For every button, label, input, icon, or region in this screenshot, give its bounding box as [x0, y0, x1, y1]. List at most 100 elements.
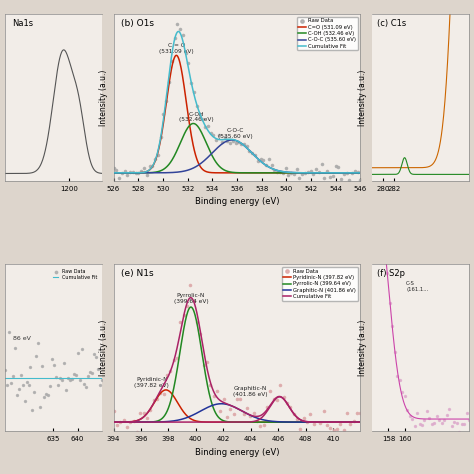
Raw Data	[115, 174, 123, 182]
Point	[443, 411, 451, 419]
C-OH (532.46 eV)	[297, 170, 303, 176]
Raw Data	[323, 421, 331, 428]
Point	[92, 353, 100, 360]
Legend: Raw Data, C=O (531.09 eV), C-OH (532.46 eV), C-O-C (535.60 eV), Cumulative Fit: Raw Data, C=O (531.09 eV), C-OH (532.46 …	[297, 17, 358, 50]
C-OH (532.46 eV)	[190, 121, 196, 127]
C=O (531.09 eV)	[358, 170, 364, 176]
Point	[98, 376, 106, 384]
Point	[431, 419, 438, 427]
Raw Data	[180, 311, 187, 319]
Raw Data	[127, 168, 134, 176]
Raw Data	[212, 136, 220, 144]
Raw Data	[151, 155, 159, 163]
Point	[90, 350, 98, 357]
Text: C-O-C
(535.60 eV): C-O-C (535.60 eV)	[219, 128, 253, 139]
Raw Data	[112, 166, 120, 174]
Raw Data	[127, 418, 134, 426]
Point	[388, 322, 396, 330]
C-OH (532.46 eV)	[155, 169, 160, 174]
Raw Data	[120, 416, 128, 423]
Point	[5, 328, 12, 336]
Pyrrolic-N (399.64 eV)	[358, 419, 364, 425]
C=O (531.09 eV)	[110, 170, 116, 176]
Raw Data	[190, 89, 198, 96]
Cumulative Fit	[110, 419, 116, 425]
Raw Data	[326, 173, 334, 180]
C-O-C (535.60 eV)	[174, 169, 180, 175]
Cumulative Fit	[155, 151, 160, 157]
Raw Data	[270, 395, 277, 402]
Point	[53, 374, 60, 381]
Raw Data	[197, 330, 204, 337]
Raw Data	[176, 25, 184, 33]
Cumulative Fit	[358, 419, 364, 425]
Point	[21, 397, 28, 405]
Raw Data	[193, 319, 201, 326]
Raw Data	[230, 410, 237, 418]
Point	[413, 410, 421, 417]
Pyrrolic-N (399.64 eV)	[276, 419, 282, 425]
Text: 86 eV: 86 eV	[12, 336, 30, 341]
Raw Data	[109, 164, 117, 172]
Point	[426, 414, 433, 421]
Pyridinic-N (397.82 eV)	[276, 419, 282, 425]
Cumulative Fit	[297, 170, 303, 175]
Point	[68, 375, 76, 383]
Raw Data	[357, 176, 365, 183]
Line: Pyridinic-N (397.82 eV): Pyridinic-N (397.82 eV)	[113, 390, 361, 422]
Raw Data	[346, 177, 353, 184]
Raw Data	[221, 133, 228, 141]
Point	[438, 419, 446, 427]
Raw Data	[117, 418, 124, 426]
Raw Data	[163, 98, 170, 105]
Raw Data	[153, 395, 161, 402]
Raw Data	[171, 35, 178, 42]
Point	[94, 365, 101, 373]
Raw Data	[283, 399, 291, 407]
C-O-C (535.60 eV)	[276, 168, 282, 173]
Point	[64, 374, 72, 382]
Raw Data	[299, 170, 306, 178]
Raw Data	[262, 161, 270, 168]
Raw Data	[277, 381, 284, 388]
Raw Data	[320, 408, 328, 415]
Raw Data	[253, 418, 261, 425]
Raw Data	[200, 361, 208, 369]
C-OH (532.46 eV)	[110, 170, 116, 176]
C=O (531.09 eV)	[155, 152, 160, 158]
Text: C = O
(531.09 eV): C = O (531.09 eV)	[159, 43, 194, 54]
Pyrrolic-N (399.64 eV)	[174, 368, 180, 374]
Point	[433, 412, 441, 419]
Point	[406, 412, 413, 420]
Raw Data	[287, 403, 294, 411]
Y-axis label: Intensity (a.u.): Intensity (a.u.)	[358, 320, 367, 376]
Raw Data	[223, 413, 231, 421]
Raw Data	[282, 164, 289, 172]
Y-axis label: Intensity (a.u.): Intensity (a.u.)	[99, 320, 108, 376]
Point	[368, 198, 376, 206]
C-O-C (535.60 eV)	[358, 170, 364, 176]
Point	[381, 245, 389, 252]
Raw Data	[132, 169, 139, 177]
Raw Data	[173, 20, 181, 27]
Raw Data	[170, 356, 177, 364]
Pyridinic-N (397.82 eV)	[223, 419, 228, 425]
Point	[374, 196, 381, 203]
Raw Data	[303, 419, 311, 426]
Raw Data	[307, 167, 314, 175]
Point	[383, 269, 391, 276]
Point	[458, 420, 465, 428]
C=O (531.09 eV)	[298, 170, 303, 176]
Raw Data	[315, 168, 323, 175]
Raw Data	[257, 155, 264, 163]
Raw Data	[317, 419, 324, 427]
Raw Data	[133, 428, 141, 436]
Point	[423, 407, 431, 415]
Point	[86, 368, 94, 375]
Raw Data	[254, 157, 262, 164]
Point	[78, 345, 86, 353]
Point	[38, 362, 46, 370]
Raw Data	[179, 31, 187, 39]
Raw Data	[218, 138, 226, 146]
Raw Data	[183, 302, 191, 310]
